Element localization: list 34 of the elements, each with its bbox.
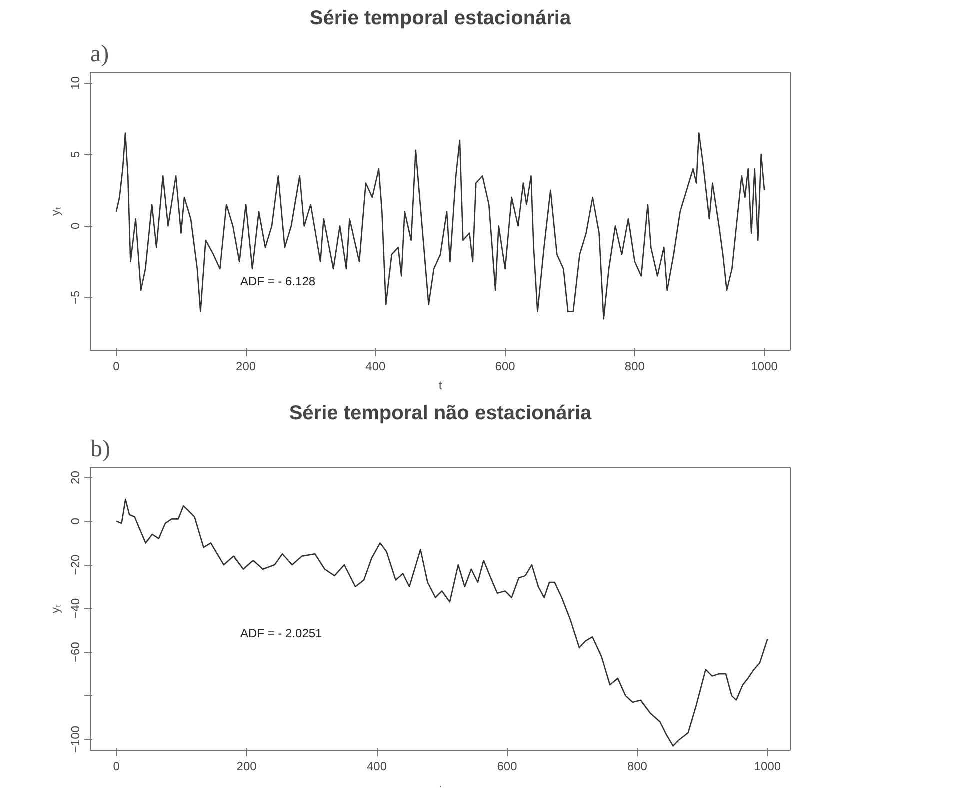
y-axis-title: yₜ: [48, 604, 62, 614]
x-tick-label: 600: [495, 360, 516, 374]
x-tick-label: 800: [627, 760, 648, 774]
y-tick-label: 10: [68, 76, 82, 90]
y-tick-label: −20: [68, 554, 82, 576]
x-tick-label: 400: [367, 760, 388, 774]
y-tick-label: 0: [68, 222, 82, 230]
x-tick-label: 0: [113, 360, 120, 374]
y-tick-label: −60: [68, 642, 82, 662]
text: a): [90, 42, 110, 68]
y-tick-label: −5: [68, 290, 82, 304]
x-tick-label: 1000: [751, 360, 778, 374]
line-series: [116, 498, 768, 747]
chart-title: Série temporal não estacionária: [289, 402, 593, 424]
x-tick-label: 1000: [754, 760, 782, 774]
y-tick-label: 0: [68, 518, 82, 525]
annotation: ADF = - 6.128: [240, 274, 316, 288]
y-axis-title: yₜ: [48, 207, 62, 216]
y-tick-label: 5: [68, 151, 82, 158]
y-tick-label: −40: [68, 598, 82, 619]
x-tick-label: 400: [366, 360, 386, 374]
y-tick-label: 20: [68, 470, 82, 484]
x-tick-label: 200: [236, 360, 256, 374]
y-tick-label: −100: [68, 726, 82, 754]
annotation: ADF = - 2.0251: [240, 626, 323, 640]
chart-title: Série temporal estacionária: [310, 8, 572, 30]
x-tick-label: 0: [113, 760, 120, 774]
line-series: [116, 132, 766, 320]
x-tick-label: 800: [624, 360, 646, 374]
text: b): [90, 436, 110, 462]
x-tick-label: 600: [497, 760, 518, 774]
x-tick-label: 200: [236, 760, 258, 774]
x-axis-title: .: [438, 776, 442, 790]
x-axis-title: t: [438, 378, 443, 392]
